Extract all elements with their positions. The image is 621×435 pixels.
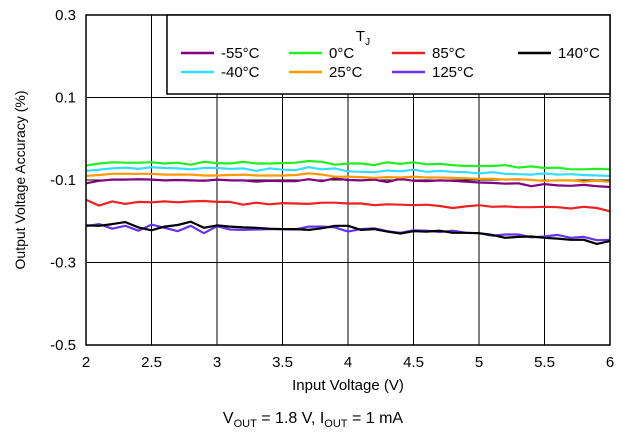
y-tick-label: 0.3	[55, 7, 76, 24]
caption-v: V	[223, 410, 234, 427]
legend-label: 85°C	[432, 45, 466, 62]
legend-label: 125°C	[432, 64, 474, 81]
legend-box	[166, 14, 611, 95]
caption-i-value: = 1 mA	[348, 410, 404, 427]
caption-i: I	[320, 410, 324, 427]
caption-v-value: = 1.8 V,	[257, 410, 320, 427]
y-tick-label: -0.5	[50, 337, 76, 354]
series-lines	[85, 159, 611, 245]
y-axis-label: Output Voltage Accuracy (%)	[12, 91, 28, 270]
legend-label: 140°C	[558, 45, 600, 62]
x-tick-label: 5.5	[534, 354, 555, 371]
legend-label: 0°C	[329, 45, 354, 62]
x-tick-label: 4.5	[403, 354, 424, 371]
y-tick-labels: 0.3 0.1 -0.1 -0.3 -0.5	[50, 7, 76, 354]
series-line--55°C	[85, 177, 611, 189]
legend-title-sub: J	[365, 37, 370, 48]
legend-label: -40°C	[221, 64, 260, 81]
series-line-0°C	[85, 159, 611, 171]
legend-title-main: T	[356, 28, 365, 45]
x-tick-label: 6	[606, 354, 614, 371]
series-line--40°C	[85, 166, 611, 177]
x-tick-label: 4	[344, 354, 352, 371]
series-line-125°C	[85, 223, 611, 242]
x-tick-label: 2	[82, 354, 90, 371]
x-tick-labels: 2 2.5 3 3.5 4 4.5 5 5.5 6	[82, 354, 614, 371]
caption-i-sub: OUT	[324, 418, 348, 430]
x-tick-label: 5	[475, 354, 483, 371]
series-line-25°C	[85, 172, 611, 183]
x-axis-label: Input Voltage (V)	[292, 377, 404, 394]
legend-items: -55°C 0°C 85°C 140°C -40°C 25°C 125°C	[181, 45, 600, 81]
x-tick-label: 3.5	[272, 354, 293, 371]
y-tick-label: -0.3	[50, 255, 76, 272]
legend-label: -55°C	[221, 45, 260, 62]
legend-label: 25°C	[329, 64, 363, 81]
caption-v-sub: OUT	[234, 418, 258, 430]
legend: TJ -55°C 0°C 85°C 140°C -40°C 25°C 125°C	[166, 14, 611, 95]
y-tick-label: -0.1	[50, 172, 76, 189]
series-line-85°C	[85, 198, 611, 213]
series-line-140°C	[85, 220, 611, 245]
legend-title: TJ	[356, 28, 370, 48]
y-tick-label: 0.1	[55, 90, 76, 107]
chart-caption: VOUT = 1.8 V, IOUT = 1 mA	[223, 410, 404, 430]
x-tick-label: 2.5	[141, 354, 162, 371]
x-tick-label: 3	[213, 354, 221, 371]
